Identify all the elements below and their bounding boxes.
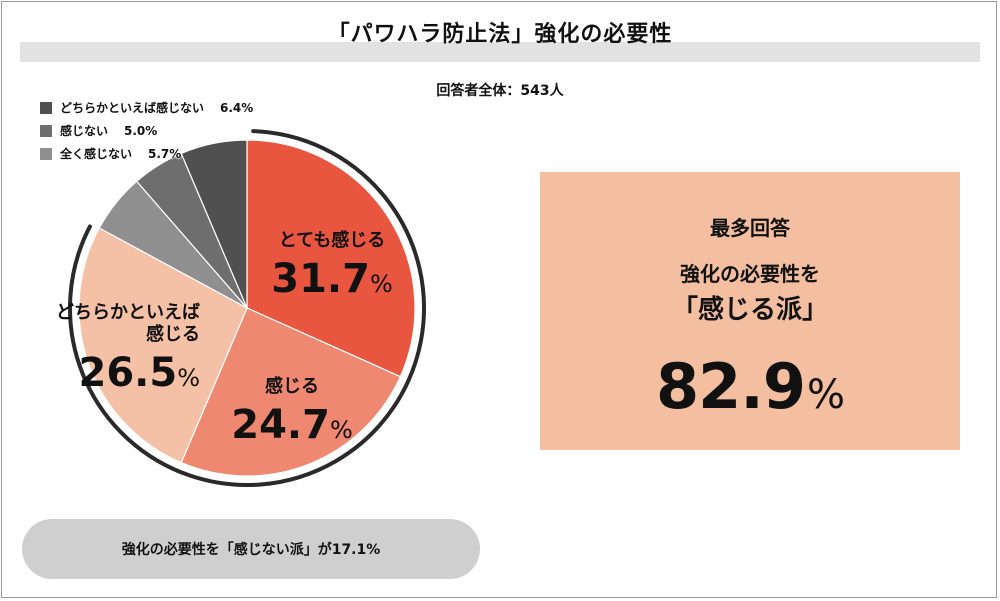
legend-label: 全く感じない bbox=[60, 147, 133, 161]
callout-heading: 最多回答 bbox=[710, 216, 790, 240]
callout-total-value: 82.9 bbox=[656, 350, 806, 423]
slice-label-text-1: 感じる bbox=[265, 375, 319, 397]
pie-slice-very-strongly-feel bbox=[246, 139, 416, 378]
legend-label: 感じない bbox=[60, 124, 109, 138]
legend-item-not-at-all: 全く感じない 5.7% bbox=[40, 142, 253, 165]
summary-pill: 強化の必要性を「感じない派」が17.1% bbox=[22, 519, 480, 579]
slice-value: 26.5% bbox=[78, 350, 200, 396]
slice-label-text-2: 感じる bbox=[146, 323, 200, 345]
respondent-count: 回答者全体：543人 bbox=[436, 83, 564, 99]
legend-value: 5.0% bbox=[124, 123, 158, 138]
legend-value: 6.4% bbox=[220, 100, 254, 115]
legend-swatch bbox=[40, 124, 52, 137]
legend-swatch bbox=[40, 147, 52, 160]
callout-body: 強化の必要性を 「感じる派」 bbox=[540, 256, 960, 328]
legend-label: どちらかといえば感じない bbox=[60, 101, 205, 115]
pie-slice-feel bbox=[180, 307, 402, 477]
callout-total: 82.9% bbox=[540, 350, 960, 423]
legend-value: 5.7% bbox=[148, 146, 182, 161]
callout-line1: 強化の必要性を bbox=[680, 262, 820, 286]
chart-title: 「パワハラ防止法」強化の必要性 bbox=[327, 22, 673, 47]
legend-item-not: 感じない 5.0% bbox=[40, 119, 253, 142]
slice-value: 31.7% bbox=[271, 256, 393, 302]
legend-swatch bbox=[40, 101, 52, 114]
legend: どちらかといえば感じない 6.4% 感じない 5.0% 全く感じない 5.7% bbox=[40, 96, 253, 165]
legend-item-somewhat-not: どちらかといえば感じない 6.4% bbox=[40, 96, 253, 119]
highlight-callout: 最多回答 強化の必要性を 「感じる派」 82.9% bbox=[540, 172, 960, 450]
title-bar bbox=[20, 42, 980, 62]
slice-value: 24.7% bbox=[231, 402, 353, 448]
pie-slice-somewhat-feel bbox=[78, 227, 248, 464]
slice-label-very-strongly-feel: とても感じる 31.7% bbox=[271, 229, 393, 302]
slice-label-feel: 感じる 24.7% bbox=[231, 375, 353, 448]
slice-label-text-1: どちらかといえば bbox=[56, 302, 200, 323]
callout-percent-sign: % bbox=[806, 372, 845, 418]
slice-label-text-1: とても感じる bbox=[279, 229, 386, 251]
feel-group-arc bbox=[68, 129, 426, 487]
pie-slice-somewhat-not bbox=[180, 139, 248, 309]
callout-line2: 「感じる派」 bbox=[671, 295, 828, 325]
